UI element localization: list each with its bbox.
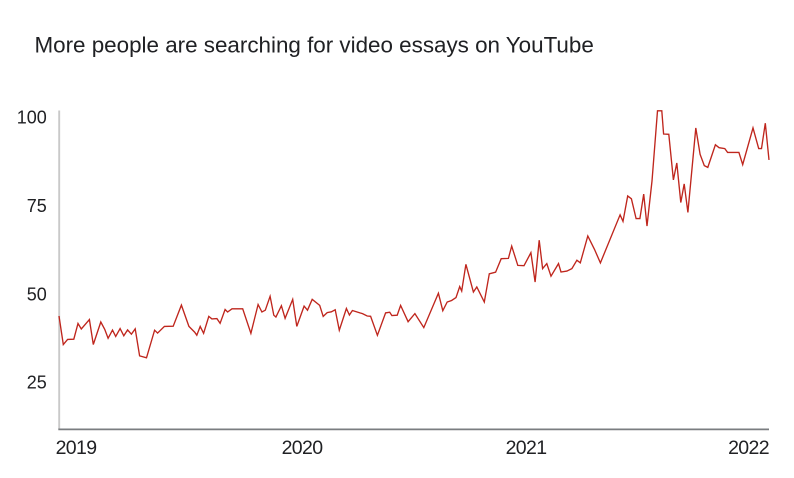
- svg-text:50: 50: [27, 284, 47, 304]
- svg-text:2022: 2022: [728, 437, 769, 459]
- svg-text:2021: 2021: [506, 437, 547, 459]
- svg-text:100: 100: [17, 108, 47, 128]
- svg-text:25: 25: [27, 373, 47, 393]
- svg-text:More people are searching for: More people are searching for video essa…: [35, 33, 594, 58]
- svg-text:2019: 2019: [56, 437, 97, 459]
- svg-text:75: 75: [27, 196, 47, 216]
- svg-text:2020: 2020: [282, 437, 324, 459]
